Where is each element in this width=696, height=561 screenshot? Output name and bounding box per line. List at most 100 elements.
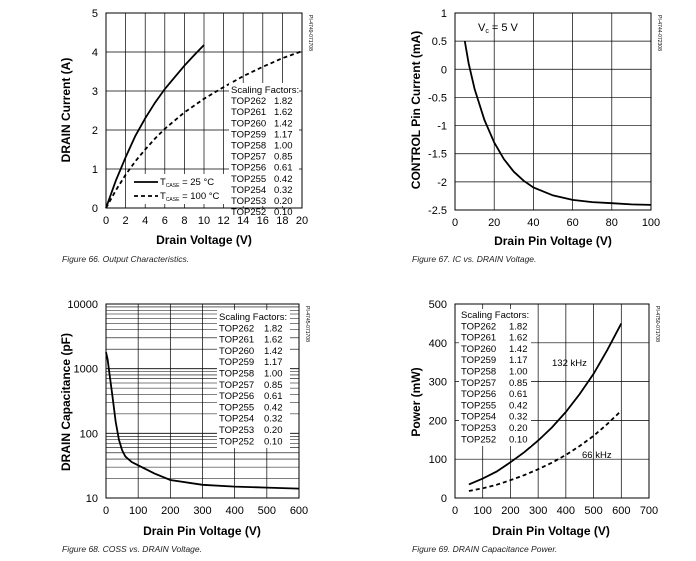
x-axis-label: Drain Pin Voltage (V) (492, 524, 610, 538)
y-tick-label: 5 (92, 8, 98, 20)
scaling-value: 1.62 (509, 333, 528, 344)
y-tick-label: 400 (429, 338, 447, 350)
y-axis-label: DRAIN Current (A) (59, 58, 73, 163)
figure-code: PI-4745-071708 (304, 306, 310, 342)
x-tick-label: 80 (606, 217, 618, 229)
figure-code: PI-4749-071708 (307, 15, 313, 51)
scaling-part: TOP256 (461, 389, 496, 400)
scaling-part: TOP252 (219, 436, 254, 447)
scaling-title: Scaling Factors: (461, 310, 529, 321)
x-tick-label: 0 (452, 217, 458, 229)
scaling-value: 0.85 (509, 378, 528, 389)
x-tick-label: 500 (258, 505, 276, 517)
scaling-part: TOP260 (461, 344, 496, 355)
scaling-value: 0.85 (274, 152, 293, 163)
scaling-value: 1.17 (264, 357, 283, 368)
x-tick-label: 200 (501, 505, 519, 517)
y-axis-label: DRAIN Capacitance (pF) (59, 333, 73, 471)
x-tick-label: 8 (181, 215, 187, 227)
scaling-part: TOP258 (461, 367, 496, 378)
x-axis-label: Drain Voltage (V) (156, 233, 252, 247)
series-label-66khz: 66 kHz (582, 450, 612, 461)
scaling-part: TOP252 (461, 434, 496, 445)
y-tick-label: -2 (437, 177, 447, 189)
scaling-value: 0.20 (264, 425, 283, 436)
scaling-box (229, 83, 299, 206)
x-tick-label: 18 (276, 215, 288, 227)
figure-caption: Figure 69. DRAIN Capacitance Power. (412, 544, 557, 554)
scaling-value: 1.17 (274, 129, 293, 140)
scaling-part: TOP254 (461, 412, 496, 423)
x-tick-label: 14 (237, 215, 249, 227)
scaling-part: TOP257 (219, 380, 254, 391)
x-tick-label: 0 (103, 505, 109, 517)
series-label-132khz: 132 kHz (552, 358, 587, 369)
scaling-value: 0.61 (509, 389, 528, 400)
legend-box (128, 174, 228, 204)
x-tick-label: 100 (129, 505, 147, 517)
scaling-value: 0.10 (264, 436, 283, 447)
plot-frame (454, 303, 650, 499)
scaling-part: TOP261 (231, 107, 266, 118)
x-tick-label: 400 (225, 505, 243, 517)
figure-caption: Figure 68. COSS vs. DRAIN Voltage. (62, 544, 202, 554)
scaling-part: TOP252 (231, 207, 266, 218)
scaling-part: TOP256 (219, 391, 254, 402)
scaling-part: TOP260 (219, 346, 254, 357)
legend-label-100: TCASE = 100 °C (160, 191, 220, 203)
x-tick-label: 100 (474, 505, 492, 517)
scaling-value: 1.62 (264, 335, 283, 346)
figure-code: PI-4744-072308 (656, 15, 662, 51)
scaling-part: TOP260 (231, 118, 266, 129)
y-tick-label: 1000 (74, 364, 98, 376)
scaling-part: TOP256 (231, 163, 266, 174)
scaling-value: 1.82 (264, 323, 283, 334)
scaling-box (217, 310, 290, 448)
scaling-value: 0.20 (509, 423, 528, 434)
y-axis-label: CONTROL Pin Current (mA) (409, 31, 423, 189)
scaling-value: 1.00 (509, 367, 528, 378)
scaling-value: 0.20 (274, 196, 293, 207)
y-tick-label: -1 (437, 121, 447, 133)
scaling-title: Scaling Factors: (219, 312, 287, 323)
series-line-dashed (468, 410, 622, 492)
x-tick-label: 40 (527, 217, 539, 229)
scaling-value: 1.82 (509, 321, 528, 332)
scaling-part: TOP255 (231, 174, 266, 185)
scaling-part: TOP262 (461, 321, 496, 332)
x-tick-label: 100 (642, 217, 660, 229)
x-tick-label: 12 (217, 215, 229, 227)
scaling-value: 1.42 (264, 346, 283, 357)
scaling-value: 0.32 (264, 414, 283, 425)
y-tick-label: 0.5 (432, 36, 447, 48)
scaling-value: 0.61 (264, 391, 283, 402)
y-tick-label: 10 (86, 493, 98, 505)
y-tick-label: -1.5 (428, 149, 447, 161)
scaling-part: TOP257 (461, 378, 496, 389)
y-tick-label: 3 (92, 86, 98, 98)
panel-power: 0 100 200 300 400 500 600 700 0100200300400500 … (409, 299, 660, 554)
series-line-solid (105, 44, 205, 209)
x-tick-label: 600 (290, 505, 308, 517)
y-tick-label: 1 (441, 8, 447, 20)
scaling-part: TOP254 (219, 414, 254, 425)
scaling-part: TOP255 (219, 402, 254, 413)
scaling-part: TOP262 (219, 323, 254, 334)
x-tick-label: 200 (161, 505, 179, 517)
series-line-solid (463, 40, 652, 206)
scaling-box (459, 309, 531, 446)
scaling-part: TOP257 (231, 152, 266, 163)
scaling-part: TOP253 (231, 196, 266, 207)
scaling-part: TOP259 (219, 357, 254, 368)
figure-caption: Figure 67. IC vs. DRAIN Voltage. (412, 254, 536, 264)
scaling-part: TOP258 (219, 369, 254, 380)
scaling-value: 1.00 (274, 141, 293, 152)
y-tick-label: 0 (441, 493, 447, 505)
x-tick-label: 16 (257, 215, 269, 227)
x-tick-label: 400 (557, 505, 575, 517)
y-tick-label: 300 (429, 377, 447, 389)
scaling-part: TOP253 (461, 423, 496, 434)
y-tick-label: 200 (429, 415, 447, 427)
x-tick-label: 60 (566, 217, 578, 229)
